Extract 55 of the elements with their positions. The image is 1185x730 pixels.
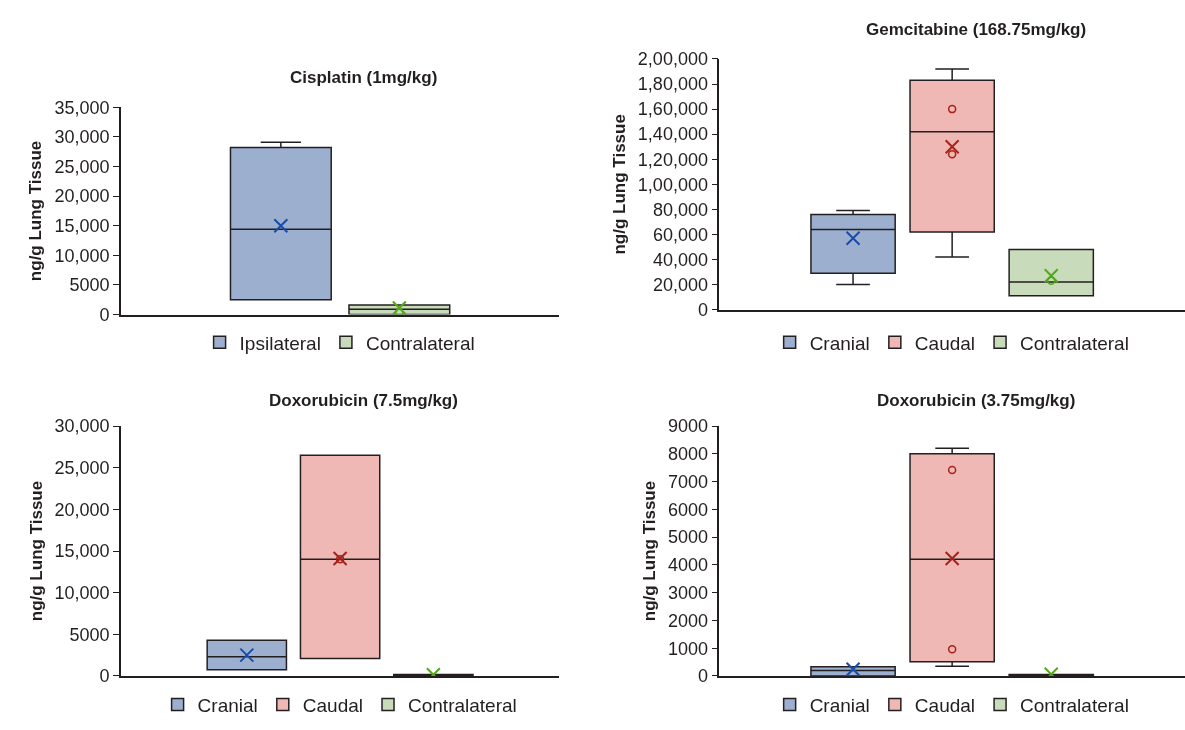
y-tick-label: 30,000 [54,416,110,437]
chart-title: Doxorubicin (3.75mg/kg) [877,391,1076,410]
y-axis-title: ng/g Lung Tissue [26,480,46,622]
legend-label: Contralateral [1020,694,1129,716]
y-tick-label: 1000 [667,638,708,659]
y-axis-title: ng/g Lung Tissue [639,480,659,622]
chart-title: Gemcitabine (168.75mg/kg) [866,20,1087,39]
y-tick-label: 0 [99,666,110,687]
y-tick-label: 3000 [667,582,708,603]
y-tick-label: 1,40,000 [637,124,708,145]
y-tick-label: 1,20,000 [637,149,708,170]
y-tick-label: 10,000 [54,245,110,266]
legend-label: Ipsilateral [239,332,321,354]
y-tick-label: 7000 [667,471,708,492]
y-axis-title: ng/g Lung Tissue [609,114,629,255]
y-tick-label: 5000 [69,275,110,296]
legend-label: Contralateral [365,332,475,354]
y-tick-label: 25,000 [54,156,110,177]
y-axis-title: ng/g Lung Tissue [26,140,46,282]
legend-label: Cranial [809,694,870,716]
y-tick-label: 20,000 [652,274,708,295]
y-tick-label: 6000 [667,499,708,520]
y-tick-label: 35,000 [54,97,110,118]
y-tick-label: 30,000 [54,127,110,148]
y-tick-label: 60,000 [652,224,708,245]
y-tick-label: 20,000 [54,499,110,520]
legend-label: Caudal [302,694,364,716]
legend-label: Contralateral [1020,332,1129,354]
y-tick-label: 5000 [667,527,708,548]
y-tick-label: 0 [697,666,708,687]
y-tick-label: 4000 [667,555,708,576]
legend-label: Contralateral [408,694,517,716]
y-tick-label: 20,000 [54,186,110,207]
y-tick-label: 1,00,000 [637,174,708,195]
y-tick-label: 2,00,000 [637,49,708,70]
y-tick-label: 9000 [667,416,708,437]
legend-label: Cranial [809,332,870,354]
y-tick-label: 80,000 [652,199,708,220]
y-tick-label: 1,60,000 [637,99,708,120]
y-tick-label: 0 [99,304,110,325]
legend-label: Caudal [914,332,976,354]
y-tick-label: 15,000 [54,216,110,237]
y-tick-label: 40,000 [652,249,708,270]
y-tick-label: 15,000 [54,541,110,562]
y-tick-label: 0 [697,299,708,320]
y-tick-label: 10,000 [54,582,110,603]
legend-label: Cranial [197,694,258,716]
chart-title: Cisplatin (1mg/kg) [290,68,438,87]
legend-label: Caudal [914,694,976,716]
y-tick-label: 5000 [69,624,110,645]
y-tick-label: 2000 [667,610,708,631]
y-tick-label: 1,80,000 [637,74,708,95]
chart-title: Doxorubicin (7.5mg/kg) [269,391,458,410]
y-tick-label: 8000 [667,444,708,465]
y-tick-label: 25,000 [54,458,110,479]
